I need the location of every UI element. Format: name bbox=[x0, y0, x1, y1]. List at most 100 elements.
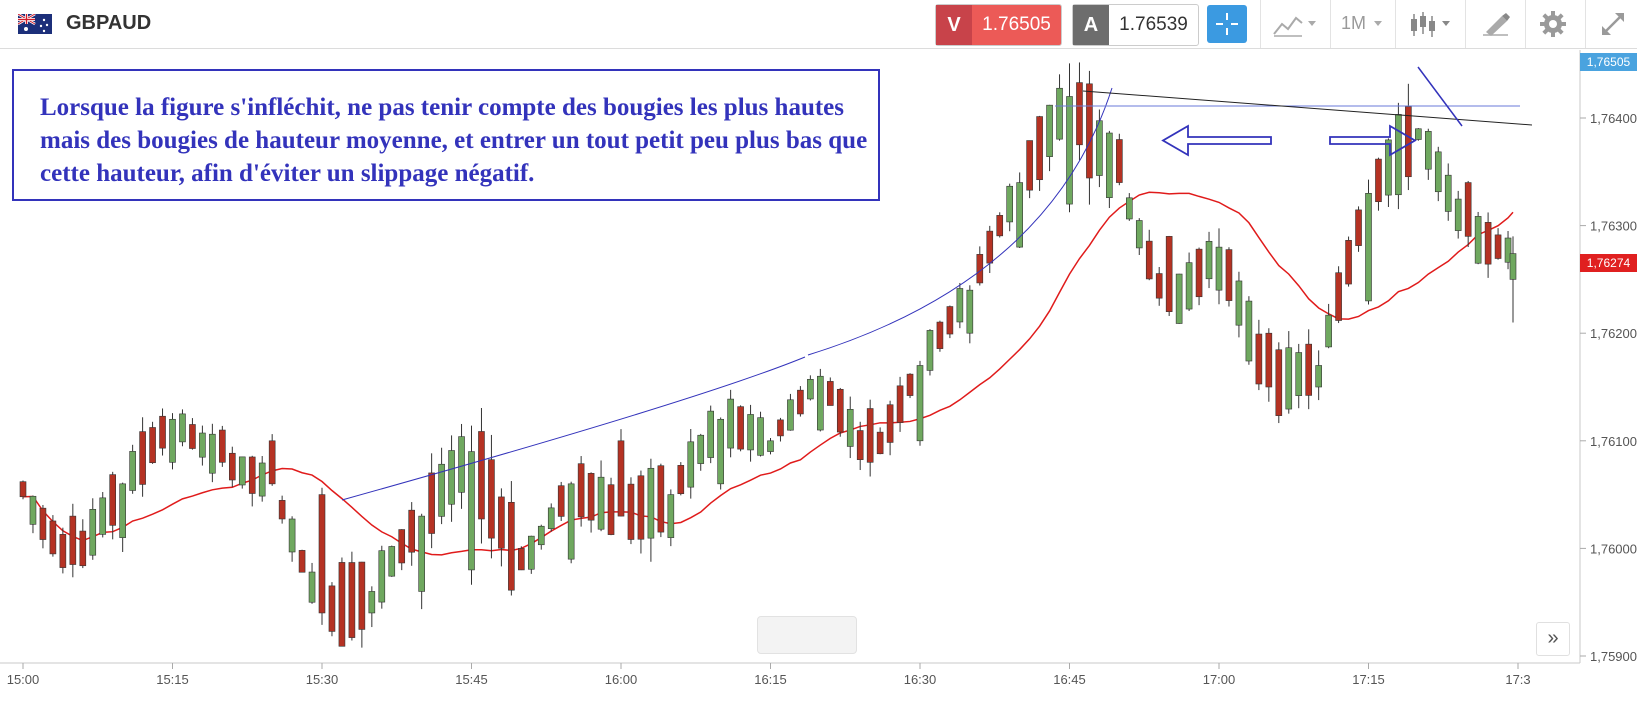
candle-body bbox=[826, 381, 834, 406]
candle-body bbox=[976, 254, 984, 284]
line-chart-icon[interactable] bbox=[1272, 10, 1320, 38]
candle-body bbox=[49, 520, 57, 555]
candle-body bbox=[896, 385, 904, 423]
ask-price-tag: 1,76505 bbox=[1580, 53, 1637, 71]
candle-body bbox=[1016, 182, 1023, 248]
candle-body bbox=[687, 441, 695, 488]
annotation-text: Lorsque la figure s'infléchit, ne pas te… bbox=[40, 94, 868, 187]
candle-body bbox=[428, 472, 435, 534]
chart-toolbar: GBPAUD V 1.76505 A 1.76539 1M bbox=[0, 0, 1637, 49]
time-scroll-handle[interactable] bbox=[757, 616, 857, 654]
candle-body bbox=[69, 515, 77, 565]
pointer-line bbox=[1417, 66, 1463, 127]
candle-body bbox=[1315, 365, 1322, 388]
candle-body bbox=[308, 571, 316, 603]
candle-body bbox=[956, 288, 964, 323]
candle-body bbox=[159, 415, 166, 449]
candle-body bbox=[448, 450, 455, 505]
crosshair-button[interactable] bbox=[1207, 5, 1247, 43]
chevron-down-icon bbox=[1374, 21, 1382, 26]
candle-body bbox=[657, 465, 665, 533]
candle-body bbox=[996, 215, 1004, 237]
candle-body bbox=[846, 409, 854, 447]
candle-body bbox=[79, 530, 87, 567]
candle-body bbox=[1415, 128, 1422, 140]
candle-body bbox=[59, 534, 67, 568]
fullscreen-icon[interactable] bbox=[1597, 10, 1629, 38]
x-tick-label: 17:00 bbox=[1203, 672, 1236, 687]
x-tick-label: 15:15 bbox=[156, 672, 189, 687]
candle-body bbox=[587, 473, 595, 521]
toolbar-divider bbox=[1465, 0, 1466, 48]
candle-body bbox=[767, 440, 774, 452]
toolbar-divider bbox=[1525, 0, 1526, 48]
candle-body bbox=[777, 419, 784, 437]
candle-body bbox=[1395, 114, 1402, 196]
scroll-right-button[interactable]: » bbox=[1536, 622, 1570, 656]
candle-body bbox=[1325, 314, 1332, 348]
candle-body bbox=[797, 389, 804, 415]
candle-body bbox=[1484, 222, 1492, 265]
toolbar-divider bbox=[1330, 0, 1331, 48]
x-tick-label: 16:45 bbox=[1053, 672, 1086, 687]
annotation-box: Lorsque la figure s'infléchit, ne pas te… bbox=[12, 69, 880, 201]
candle-body bbox=[418, 515, 425, 592]
right-arrow bbox=[1329, 124, 1417, 157]
chevron-down-icon bbox=[1442, 21, 1450, 26]
candle-body bbox=[39, 507, 47, 540]
candle-body bbox=[597, 476, 605, 530]
candle-body bbox=[1185, 262, 1193, 310]
candle-body bbox=[607, 484, 615, 535]
sell-button[interactable]: V 1.76505 bbox=[935, 4, 1062, 46]
candle-body bbox=[1225, 249, 1233, 301]
x-tick-label: 16:15 bbox=[754, 672, 787, 687]
candle-body bbox=[89, 509, 97, 556]
toolbar-divider bbox=[1260, 0, 1261, 48]
candle-body bbox=[707, 410, 715, 458]
candle-body bbox=[577, 463, 585, 518]
draw-icon[interactable] bbox=[1480, 10, 1512, 38]
candle-body bbox=[1036, 116, 1043, 181]
candle-body bbox=[1345, 240, 1352, 285]
candle-body bbox=[1405, 106, 1412, 178]
candlestick-icon[interactable] bbox=[1408, 10, 1456, 38]
candle-body bbox=[1464, 182, 1472, 237]
candle-body bbox=[1096, 120, 1103, 176]
candle-body bbox=[1126, 197, 1133, 220]
candle-body bbox=[527, 535, 535, 570]
candle-body bbox=[189, 424, 196, 449]
symbol-name: GBPAUD bbox=[66, 12, 152, 34]
candle-body bbox=[966, 289, 974, 334]
candle-body bbox=[1265, 332, 1273, 388]
candle-body bbox=[737, 406, 744, 450]
candle-body bbox=[1056, 87, 1063, 140]
x-tick-label: 15:45 bbox=[455, 672, 488, 687]
candle-body bbox=[817, 375, 824, 431]
candle-body bbox=[1385, 139, 1392, 196]
candle-body bbox=[1295, 352, 1303, 396]
candle-body bbox=[856, 430, 864, 460]
chevron-right-icon: » bbox=[1547, 627, 1559, 649]
candle-body bbox=[1205, 240, 1213, 280]
candle-body bbox=[1474, 216, 1482, 264]
candle-body bbox=[438, 463, 445, 517]
candle-body bbox=[229, 452, 236, 481]
y-tick-label: 1,76300 bbox=[1590, 219, 1637, 234]
left-arrow bbox=[1161, 124, 1272, 157]
candle-body bbox=[1106, 132, 1113, 198]
candle-body bbox=[1275, 349, 1283, 416]
candle-body bbox=[787, 399, 794, 431]
candle-body bbox=[906, 373, 914, 396]
candle-body bbox=[1355, 209, 1362, 246]
gear-icon[interactable] bbox=[1537, 10, 1569, 38]
buy-button[interactable]: A 1.76539 bbox=[1072, 4, 1199, 46]
candle-body bbox=[1116, 139, 1123, 183]
candle-body bbox=[916, 365, 924, 442]
candle-body bbox=[547, 507, 555, 529]
candle-body bbox=[169, 418, 176, 463]
candle-body bbox=[478, 431, 485, 520]
candle-body bbox=[468, 451, 475, 571]
candle-body bbox=[1444, 174, 1452, 212]
timeframe-selector[interactable]: 1M bbox=[1341, 13, 1367, 33]
flag-icon bbox=[18, 14, 52, 34]
